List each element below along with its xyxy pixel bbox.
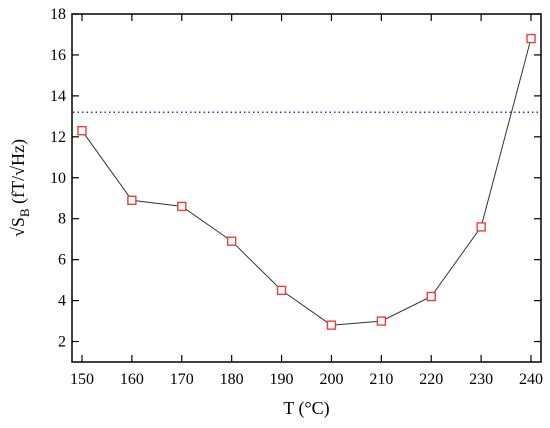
data-point (177, 201, 187, 212)
data-point (127, 195, 137, 205)
y-axis-label: √SB (fT/√Hz) (8, 139, 32, 237)
y-tick-label: 8 (58, 211, 66, 228)
y-axis-label-unit: (fT/√Hz) (8, 139, 29, 208)
y-tick-label: 16 (50, 47, 66, 64)
data-point (77, 125, 87, 136)
data-point (226, 236, 237, 246)
data-markers (77, 33, 536, 330)
x-axis: 150 160 170 180 190 200 210 220 230 240 (70, 14, 543, 388)
y-axis: 2 4 6 8 10 12 14 16 18 (50, 6, 541, 351)
data-point (276, 285, 287, 296)
x-tick-label: 160 (120, 371, 144, 388)
y-axis-label-subscript: B (17, 208, 32, 217)
x-axis-label: T (°C) (283, 398, 329, 419)
series-line (81, 38, 532, 326)
plot-frame (71, 13, 542, 363)
x-tick-label: 200 (319, 371, 343, 388)
x-tick-label: 210 (369, 371, 393, 388)
y-tick-label: 18 (50, 6, 66, 23)
x-tick-label: 230 (469, 371, 493, 388)
y-tick-label: 6 (58, 252, 66, 269)
data-point (326, 320, 337, 330)
x-tick-label: 150 (70, 371, 94, 388)
data-point (376, 316, 387, 326)
x-tick-label: 190 (270, 371, 294, 388)
y-tick-label: 10 (50, 170, 66, 187)
y-tick-label: 4 (58, 293, 66, 310)
data-point (426, 291, 436, 302)
x-tick-label: 180 (220, 371, 244, 388)
data-point (526, 33, 536, 44)
data-point (476, 222, 486, 232)
x-tick-label: 170 (170, 371, 194, 388)
y-tick-label: 14 (50, 88, 66, 105)
y-axis-label-main: √S (8, 217, 28, 237)
y-tick-label: 12 (50, 129, 66, 146)
x-tick-label: 240 (519, 371, 543, 388)
x-tick-label: 220 (419, 371, 443, 388)
y-tick-label: 2 (58, 334, 66, 351)
